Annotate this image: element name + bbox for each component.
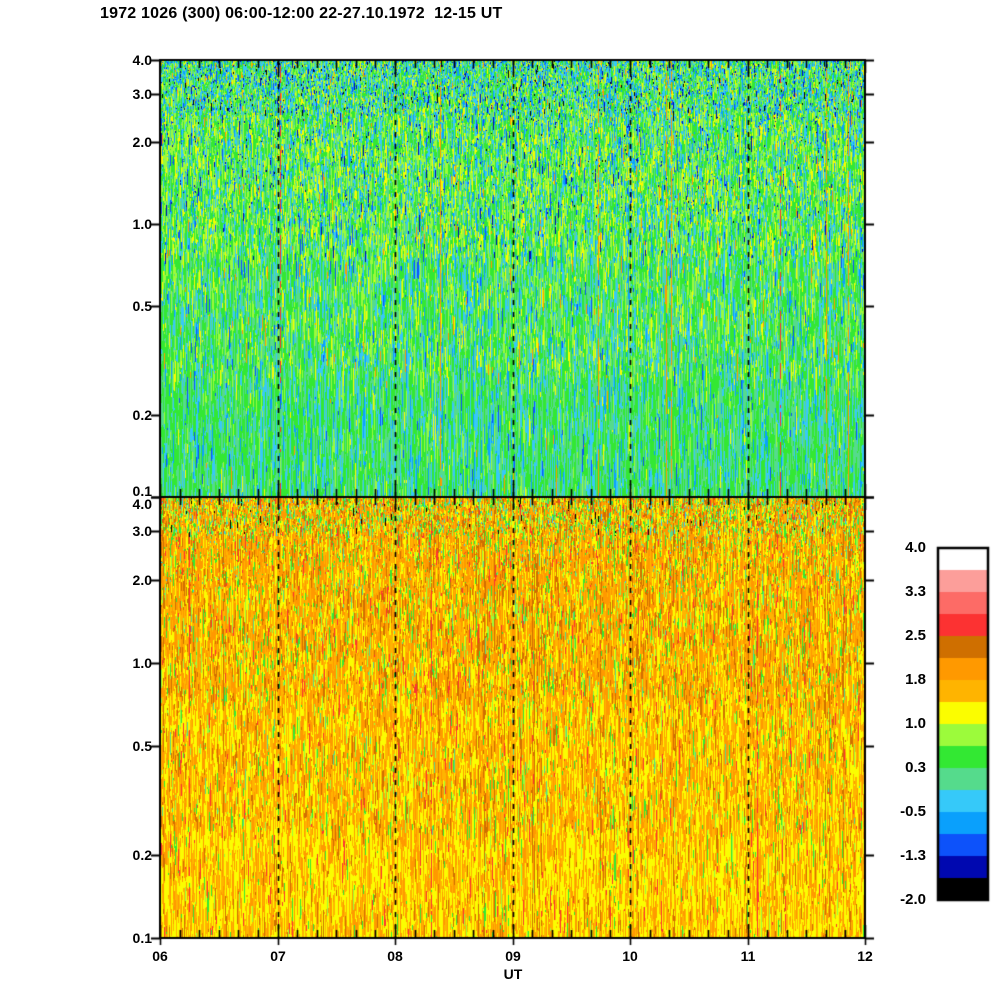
colorbar-tick-label: 3.3 — [905, 583, 926, 600]
colorbar-tick-label: 2.5 — [905, 627, 926, 644]
y-tick-label-upper: 3.0 — [132, 86, 152, 102]
colorbar-tick-label: 1.0 — [905, 715, 926, 732]
y-tick-label-lower: 3.0 — [132, 523, 152, 539]
colorbar-tick-label: -2.0 — [900, 891, 926, 908]
x-tick-label: 12 — [857, 948, 873, 964]
x-tick-label: 06 — [152, 948, 168, 964]
x-tick-label: 09 — [505, 948, 521, 964]
x-tick-label: 11 — [740, 948, 756, 964]
y-tick-label-lower: 1.0 — [132, 655, 152, 671]
x-tick-label: 08 — [387, 948, 403, 964]
y-tick-label-lower: 0.2 — [132, 847, 152, 863]
colorbar-tick-label: 1.8 — [905, 671, 926, 688]
y-tick-label-lower: 0.5 — [132, 738, 152, 754]
y-tick-label-upper: 0.5 — [132, 298, 152, 314]
y-tick-label-upper: 0.1 — [132, 483, 152, 499]
y-tick-label-upper: 2.0 — [132, 134, 152, 150]
plot-title: 1972 1026 (300) 06:00-12:00 22-27.10.197… — [100, 5, 503, 22]
y-tick-label-upper: 0.2 — [132, 407, 152, 423]
colorbar-tick-label: -1.3 — [900, 847, 926, 864]
y-tick-label-upper: 1.0 — [132, 216, 152, 232]
y-tick-label-lower: 2.0 — [132, 572, 152, 588]
x-axis-label: UT — [503, 966, 523, 982]
y-tick-label-lower: 4.0 — [132, 496, 152, 512]
colorbar-tick-label: 4.0 — [905, 539, 926, 556]
x-tick-label: 07 — [270, 948, 286, 964]
x-tick-label: 10 — [622, 948, 638, 964]
y-tick-label-lower: 0.1 — [132, 930, 152, 946]
y-tick-label-upper: 4.0 — [132, 52, 152, 68]
colorbar-tick-label: -0.5 — [900, 803, 926, 820]
colorbar-tick-label: 0.3 — [905, 759, 926, 776]
